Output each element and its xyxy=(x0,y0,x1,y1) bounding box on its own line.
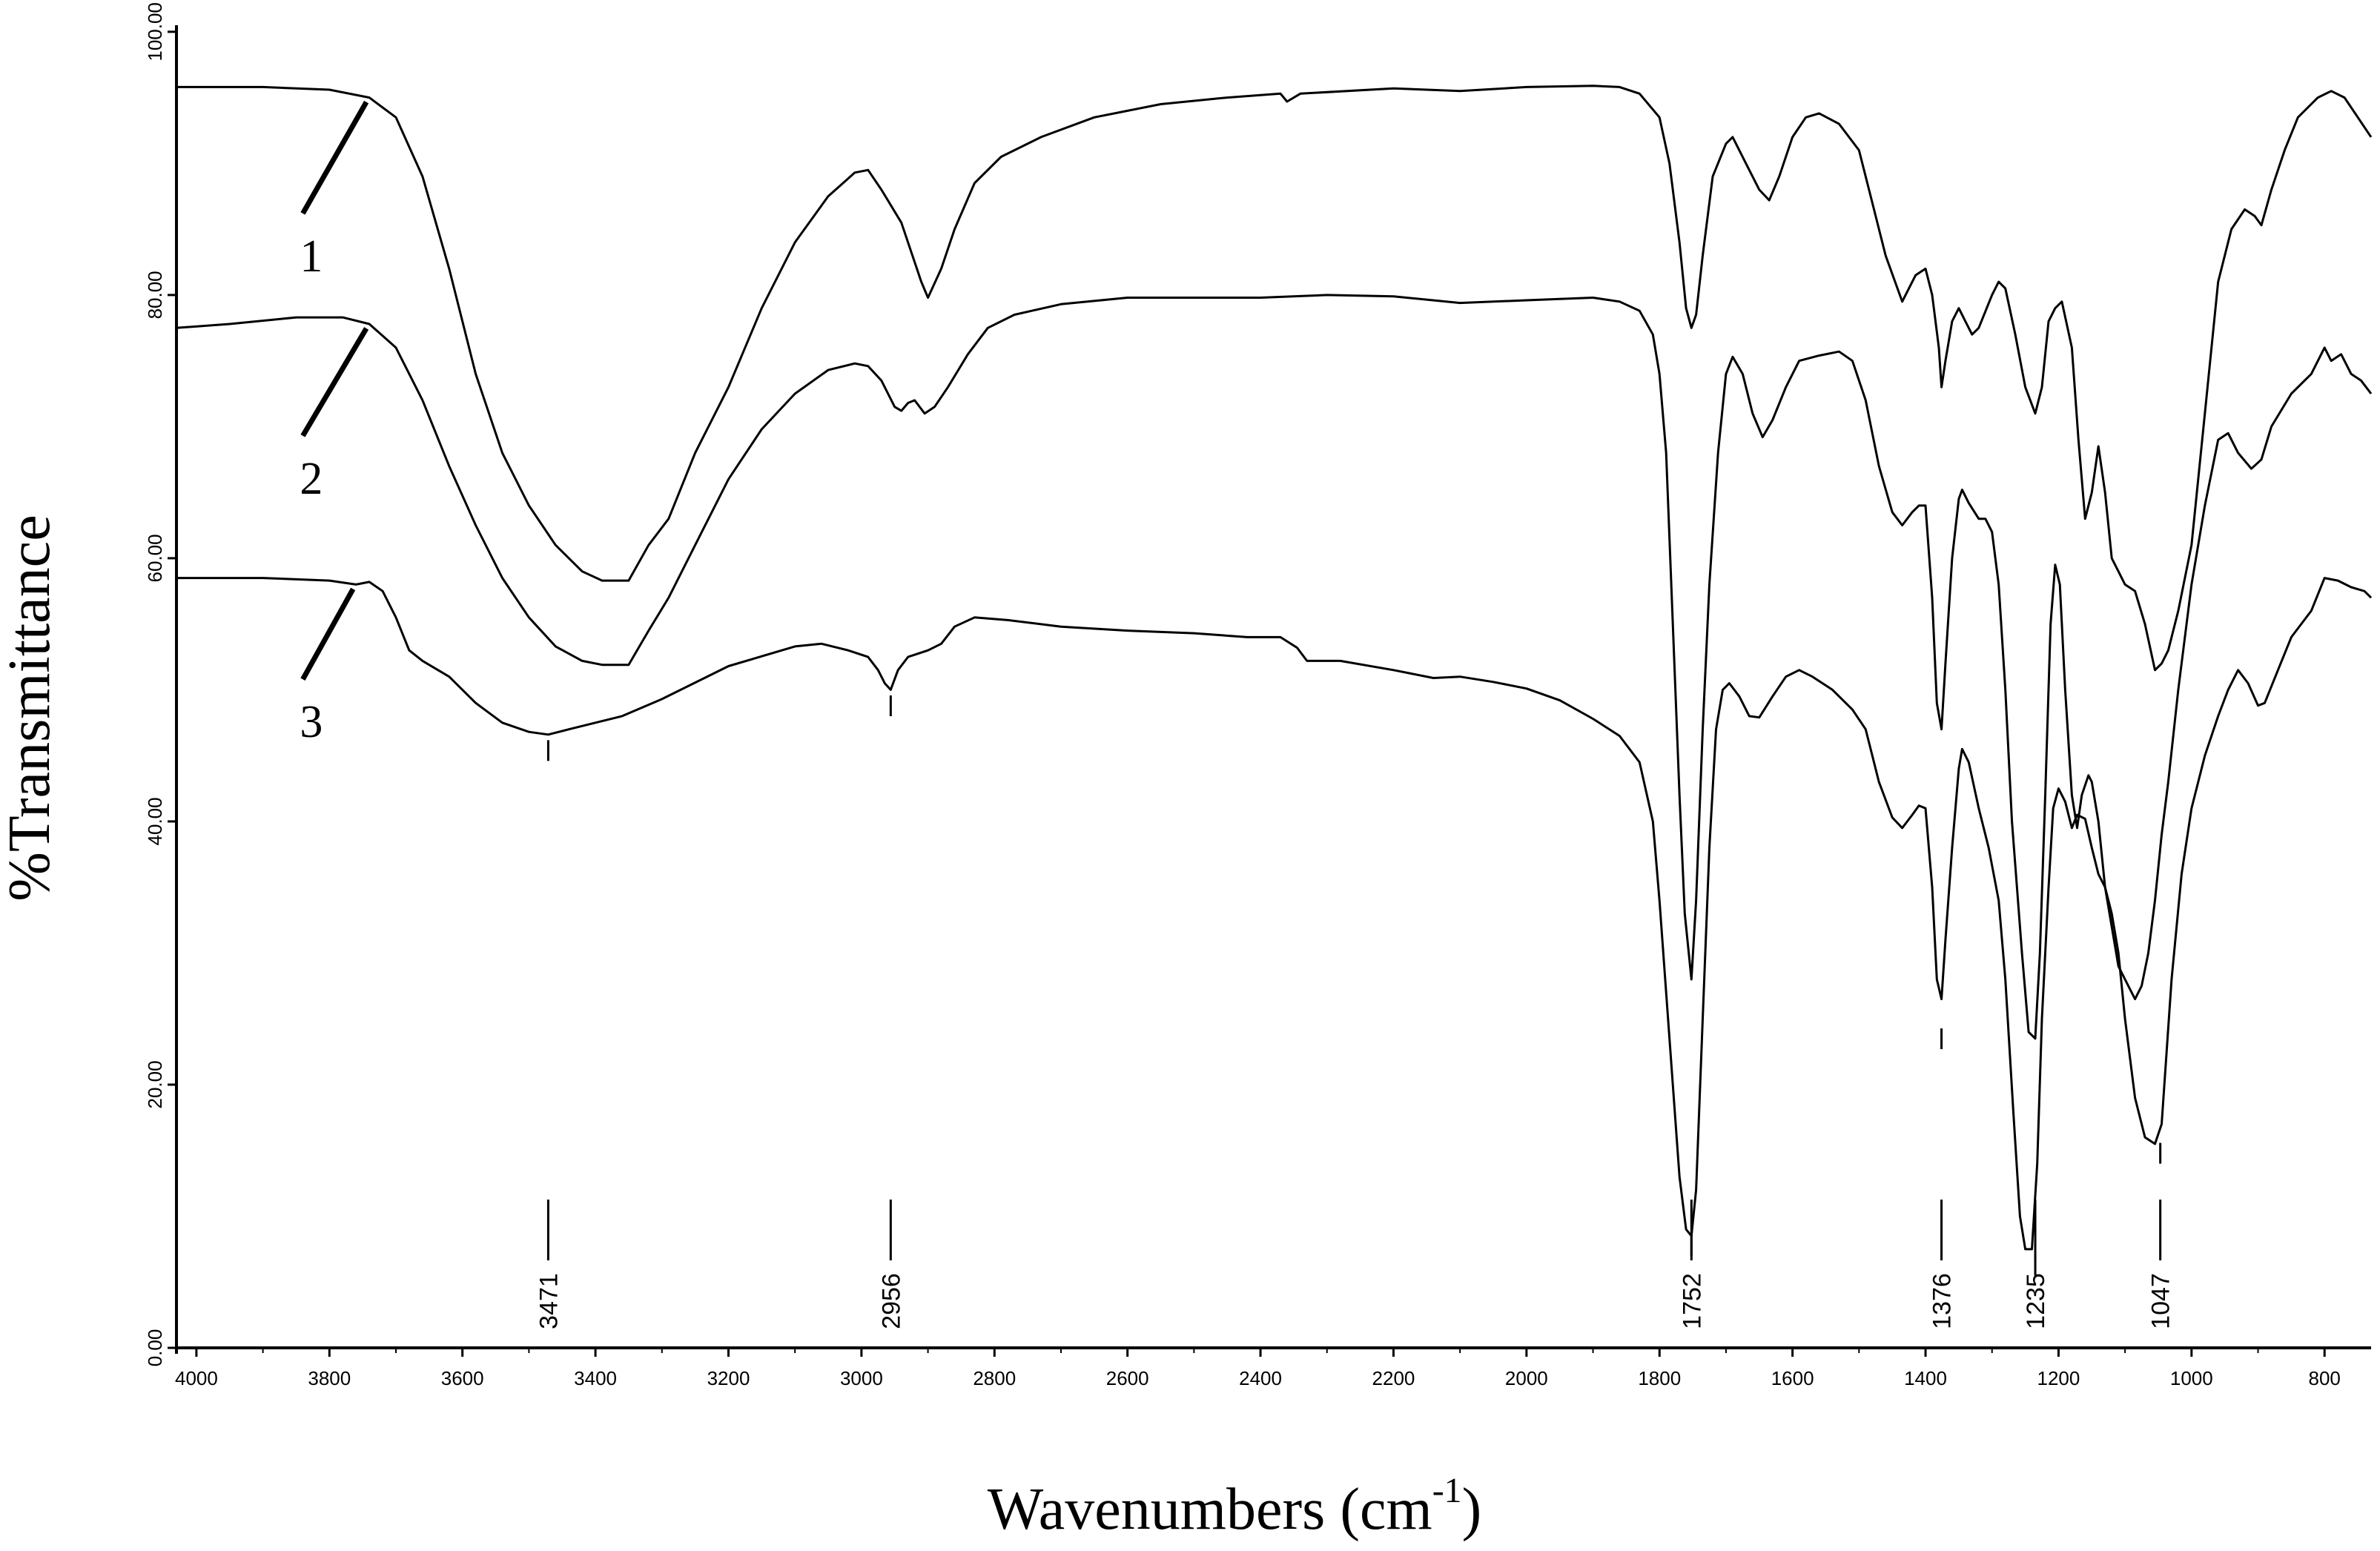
y-tick-label: 60.00 xyxy=(144,534,166,582)
x-tick-label: 2000 xyxy=(1505,1367,1548,1389)
x-tick-label: 3200 xyxy=(707,1367,750,1389)
x-tick-label: 3800 xyxy=(308,1367,351,1389)
x-tick-label: 3400 xyxy=(574,1367,617,1389)
peak-label: 1235 xyxy=(2022,1273,2050,1329)
x-tick-label: 2400 xyxy=(1239,1367,1282,1389)
x-tick-label: 2600 xyxy=(1106,1367,1149,1389)
x-tick-label: 4000 xyxy=(175,1367,218,1389)
x-axis-title-close: ) xyxy=(1462,1477,1482,1542)
plot-axes: 4000 3800 3600 3400 3200 3000 2800 2600 2400 2200… xyxy=(144,2,2371,1389)
curve-labels: 1 2 3 xyxy=(300,100,369,747)
spectrum-line-1 xyxy=(176,85,2373,672)
curve-leader-3 xyxy=(300,587,356,681)
y-tick-label: 40.00 xyxy=(144,797,166,845)
y-tick-label: 20.00 xyxy=(144,1060,166,1108)
x-tick-label: 2200 xyxy=(1372,1367,1415,1389)
x-tick-label: 1600 xyxy=(1771,1367,1814,1389)
x-axis-title: Wavenumbers (cm-1) xyxy=(988,1471,1482,1542)
x-tick-label: 2800 xyxy=(973,1367,1016,1389)
curve-label-1: 1 xyxy=(300,231,323,282)
x-tick-label: 1200 xyxy=(2037,1367,2080,1389)
x-tick-label: 3600 xyxy=(441,1367,484,1389)
y-tick-label: 0.00 xyxy=(144,1329,166,1367)
x-tick-label: 1800 xyxy=(1638,1367,1681,1389)
spectrum-line-3 xyxy=(176,577,2373,1251)
peak-label: 1047 xyxy=(2147,1273,2175,1329)
curve-leader-2 xyxy=(300,327,369,437)
peak-markers: 3471 2956 1752 1376 1235 1047 xyxy=(535,695,2175,1329)
spectra xyxy=(176,85,2373,1251)
spectrum-line-2 xyxy=(176,294,2373,1040)
x-tick-label: 800 xyxy=(2309,1367,2341,1389)
peak-label: 2956 xyxy=(877,1273,905,1329)
x-tick-label: 1000 xyxy=(2170,1367,2213,1389)
x-axis-title-main: Wavenumbers (cm xyxy=(988,1477,1432,1542)
curve-label-2: 2 xyxy=(300,454,323,504)
x-tick-label: 3000 xyxy=(840,1367,883,1389)
curve-label-3: 3 xyxy=(300,697,323,747)
x-axis-title-superscript: -1 xyxy=(1432,1471,1462,1510)
peak-label: 3471 xyxy=(535,1273,563,1329)
curve-leader-1 xyxy=(300,100,369,215)
peak-label: 1752 xyxy=(1678,1273,1706,1329)
y-tick-label: 100.00 xyxy=(144,2,166,62)
x-tick-label: 1400 xyxy=(1904,1367,1947,1389)
y-tick-label: 80.00 xyxy=(144,271,166,319)
peak-label: 1376 xyxy=(1928,1273,1957,1329)
y-axis-title: %Transmittance xyxy=(0,515,62,901)
